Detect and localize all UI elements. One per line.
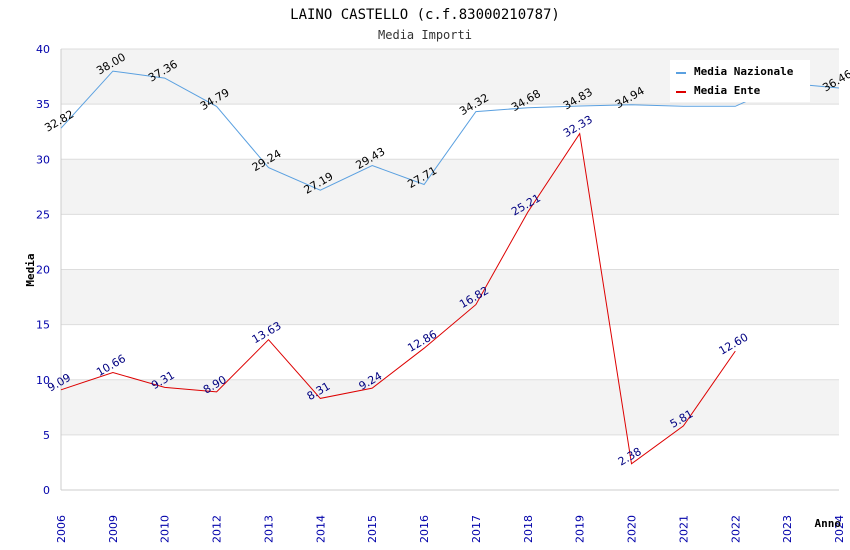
legend: Media Nazionale Media Ente	[670, 60, 810, 102]
x-tick-label: 2021	[677, 515, 690, 543]
x-tick-label: 2017	[470, 515, 483, 543]
plot-band	[61, 324, 839, 380]
y-tick-label: 10	[36, 374, 50, 387]
y-tick-label: 25	[36, 208, 50, 221]
axes	[60, 49, 839, 491]
legend-label-media-ente: Media Ente	[694, 84, 761, 97]
x-tick-label: 2012	[211, 515, 224, 543]
x-tick-label: 2022	[729, 515, 742, 543]
plot-band	[61, 214, 839, 270]
y-tick-label: 30	[36, 153, 50, 166]
x-tick-label: 2014	[314, 515, 327, 543]
x-tick-label: 2020	[626, 515, 639, 543]
x-tick-label: 2015	[366, 515, 379, 543]
plot-band	[61, 104, 839, 160]
y-tick-labels: 0 5 10 15 20 25 30 35 40	[36, 43, 50, 497]
y-tick-label: 40	[36, 43, 50, 56]
series-line-media-ente	[60, 132, 736, 465]
x-tick-label: 2018	[522, 515, 535, 543]
legend-label-media-nazionale: Media Nazionale	[694, 65, 794, 78]
series-lines	[60, 70, 840, 465]
x-tick-label: 2024	[833, 515, 846, 543]
y-tick-label: 35	[36, 98, 50, 111]
x-tick-label: 2010	[159, 515, 172, 543]
x-tick-label: 2006	[55, 515, 68, 543]
y-tick-label: 20	[36, 264, 50, 277]
y-tick-label: 5	[43, 429, 50, 442]
x-tick-labels: 2006 2009 2010 2012 2013 2014 2015 2016 2017 2018…	[55, 515, 846, 543]
y-tick-label: 15	[36, 319, 50, 332]
y-tick-label: 0	[43, 484, 50, 497]
x-tick-label: 2016	[418, 515, 431, 543]
plot-band	[61, 159, 839, 215]
x-axis-label: Anno	[815, 517, 842, 530]
chart-subtitle: Media Importi	[378, 28, 472, 42]
x-tick-label: 2023	[781, 515, 794, 543]
y-axis-label: Media	[24, 253, 37, 286]
plot-band	[61, 434, 839, 490]
series-line-media-nazionale	[60, 70, 840, 191]
x-tick-label: 2009	[107, 515, 120, 543]
plot-band	[61, 379, 839, 435]
x-tick-label: 2019	[574, 515, 587, 543]
x-tick-label: 2013	[262, 515, 275, 543]
chart-title: LAINO CASTELLO (c.f.83000210787)	[290, 7, 560, 23]
legend-box	[670, 60, 810, 102]
plot-band	[61, 269, 839, 325]
